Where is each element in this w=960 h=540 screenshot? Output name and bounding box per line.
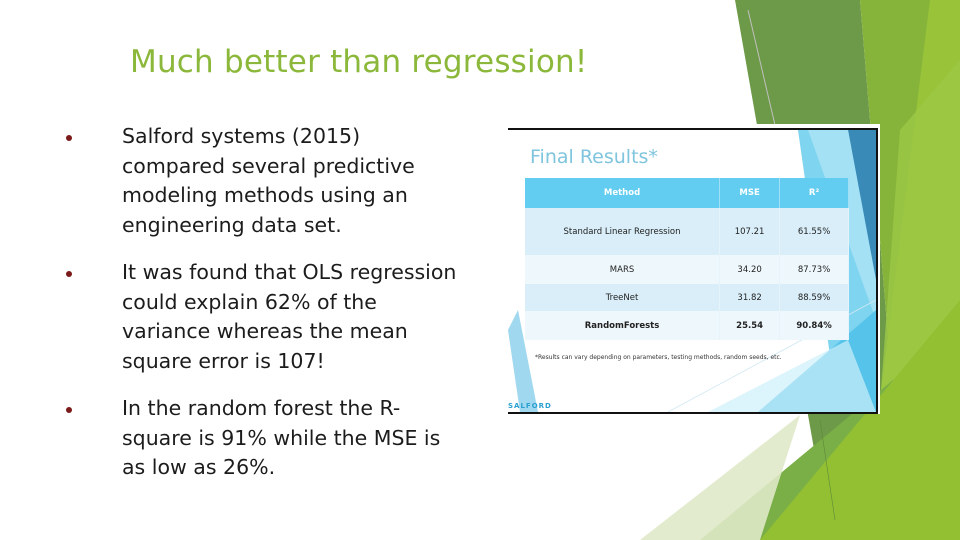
cell-method: TreeNet xyxy=(525,284,721,311)
bullet-text: Salford systems (2015) compared several … xyxy=(122,124,415,237)
table-row: RandomForests 25.54 90.84% xyxy=(525,311,849,340)
table-row: Standard Linear Regression 107.21 61.55% xyxy=(525,208,849,255)
slide-title: Much better than regression! xyxy=(130,44,588,80)
table-row: TreeNet 31.82 88.59% xyxy=(525,284,849,311)
table-header-row: Method MSE R² xyxy=(525,178,849,208)
column-header-mse: MSE xyxy=(719,178,781,208)
bullet-list: Salford systems (2015) compared several … xyxy=(66,122,466,501)
bullet-text: It was found that OLS regression could e… xyxy=(122,260,457,373)
bullet-item: It was found that OLS regression could e… xyxy=(66,258,466,376)
cell-method: Standard Linear Regression xyxy=(525,208,721,255)
cell-method: MARS xyxy=(525,255,721,284)
cell-method: RandomForests xyxy=(525,311,721,340)
cell-mse: 34.20 xyxy=(719,255,781,284)
cell-r2: 87.73% xyxy=(779,255,849,284)
cell-r2: 88.59% xyxy=(779,284,849,311)
table-row: MARS 34.20 87.73% xyxy=(525,255,849,284)
column-header-method: Method xyxy=(525,178,721,208)
cell-r2: 61.55% xyxy=(779,208,849,255)
cell-mse: 31.82 xyxy=(719,284,781,311)
bullet-dot-icon xyxy=(66,135,72,141)
cell-mse: 107.21 xyxy=(719,208,781,255)
cell-mse: 25.54 xyxy=(719,311,781,340)
results-table: Method MSE R² Standard Linear Regression… xyxy=(525,178,849,340)
cell-r2: 90.84% xyxy=(779,311,849,340)
bullet-item: In the random forest the R-square is 91%… xyxy=(66,394,466,483)
bullet-item: Salford systems (2015) compared several … xyxy=(66,122,466,240)
column-header-r2: R² xyxy=(779,178,849,208)
salford-logo: SALFORD xyxy=(508,402,552,410)
figure-footnote: *Results can vary depending on parameter… xyxy=(535,354,782,361)
results-figure: Final Results* Method MSE R² Standard Li… xyxy=(505,124,880,414)
bullet-dot-icon xyxy=(66,271,72,277)
results-image: Final Results* Method MSE R² Standard Li… xyxy=(508,128,878,414)
bullet-dot-icon xyxy=(66,407,72,413)
bullet-text: In the random forest the R-square is 91%… xyxy=(122,396,441,479)
figure-title: Final Results* xyxy=(530,146,658,168)
